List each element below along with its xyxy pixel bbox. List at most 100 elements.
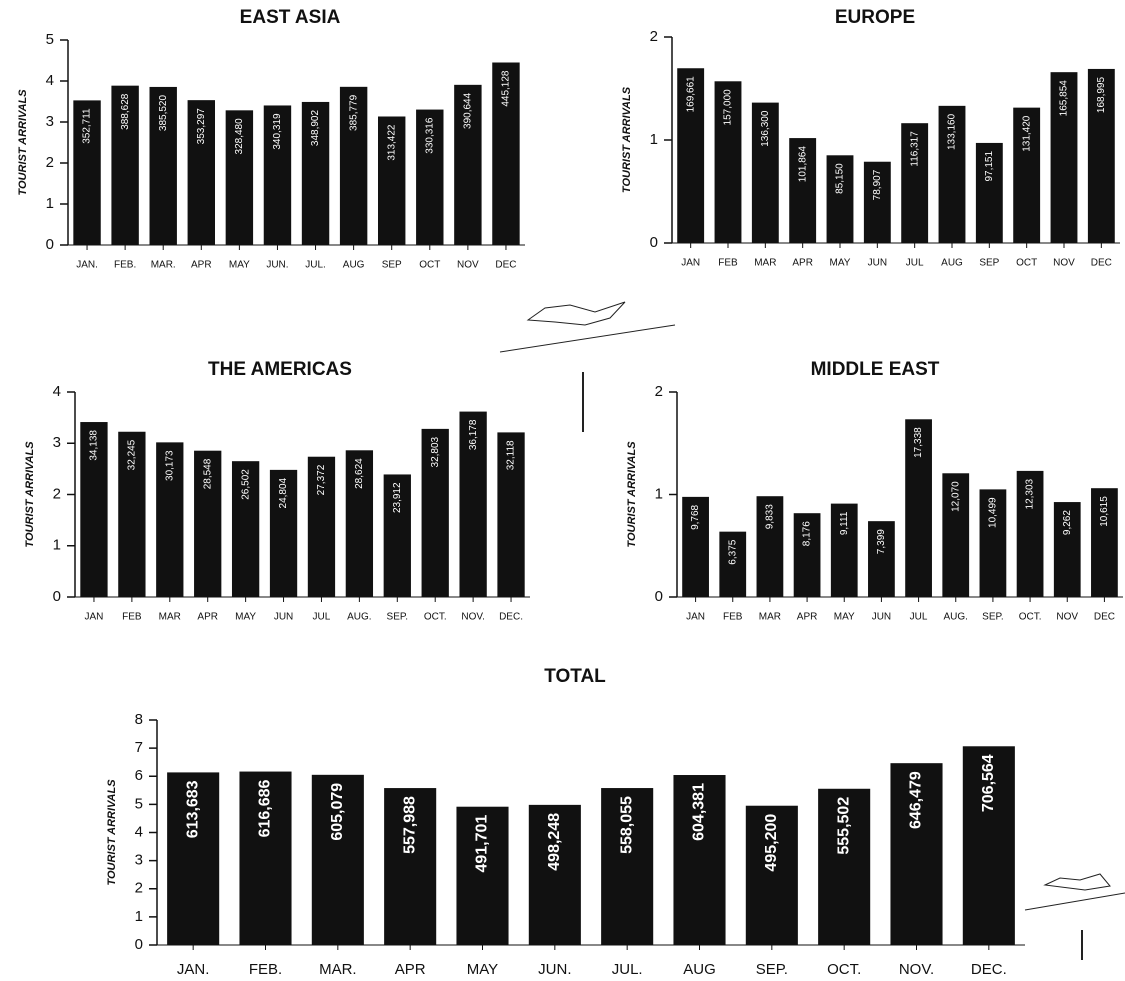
x-tick-label: SEP.: [756, 961, 788, 978]
bar: [301, 101, 330, 245]
bar: [714, 81, 742, 243]
x-tick-label: JUN: [868, 258, 887, 269]
chart-panel: TOTAL TOURIST ARRIVALS 0 1 2 3 4 5 6 7 8 613,683 JAN…: [106, 666, 1025, 978]
value-label: 85,150: [835, 163, 846, 194]
bar: [979, 489, 1007, 597]
y-tick-label: 4: [46, 72, 54, 89]
value-label: 385,779: [348, 94, 359, 131]
value-label: 557,988: [401, 796, 418, 854]
x-tick-label: OCT.: [424, 612, 447, 623]
y-tick-label: 0: [53, 588, 61, 605]
bar: [497, 432, 525, 597]
bar: [225, 110, 254, 245]
y-axis-label: TOURIST ARRIVALS: [621, 86, 633, 193]
value-label: 10,499: [988, 497, 999, 528]
bar: [756, 496, 784, 597]
y-axis-label: TOURIST ARRIVALS: [106, 779, 118, 886]
value-label: 12,070: [950, 481, 961, 512]
bar: [942, 473, 970, 597]
x-tick-label: JUN.: [266, 260, 288, 271]
x-tick-label: NOV.: [899, 961, 934, 978]
value-label: 313,422: [386, 124, 397, 161]
value-label: 97,151: [984, 151, 995, 182]
y-tick-label: 0: [46, 236, 54, 253]
chart-panel: EUROPE TOURIST ARRIVALS 0 1 2 169,661 JAN 157,0…: [621, 7, 1120, 269]
value-label: 445,128: [501, 70, 512, 107]
value-label: 136,300: [760, 110, 771, 147]
value-label: 34,138: [89, 430, 100, 461]
x-tick-label: MAR: [754, 258, 776, 269]
bar: [383, 474, 411, 597]
x-tick-label: FEB.: [114, 260, 136, 271]
x-tick-label: MAY: [229, 260, 250, 271]
y-tick-label: 7: [135, 739, 143, 756]
x-tick-label: JUL: [906, 258, 924, 269]
value-label: 9,111: [839, 511, 850, 535]
y-tick-label: 8: [135, 711, 143, 728]
x-tick-label: MAR: [159, 612, 181, 623]
value-label: 78,907: [872, 169, 883, 200]
bar: [528, 804, 581, 945]
x-tick-label: SEP: [382, 260, 402, 271]
compass-bottom: [1024, 873, 1125, 960]
value-label: 101,864: [797, 146, 808, 183]
bar: [118, 431, 146, 597]
bar: [901, 123, 929, 243]
x-tick-label: FEB.: [249, 961, 282, 978]
y-tick-label: 1: [655, 485, 663, 502]
chart-title: EAST ASIA: [240, 7, 341, 28]
y-tick-label: 1: [46, 195, 54, 212]
bar: [863, 161, 891, 243]
bar: [818, 788, 871, 945]
x-tick-label: AUG: [941, 258, 963, 269]
bar: [492, 62, 520, 245]
compass-top: [499, 301, 676, 432]
x-tick-label: FEB: [723, 612, 743, 623]
bar: [1013, 107, 1041, 244]
bar: [167, 772, 220, 945]
value-label: 352,711: [82, 108, 93, 144]
x-tick-label: JAN: [686, 612, 705, 623]
bar: [1091, 488, 1118, 597]
bar: [384, 788, 437, 945]
y-axis-label: TOURIST ARRIVALS: [17, 89, 29, 196]
y-tick-label: 2: [53, 485, 61, 502]
bar: [677, 68, 705, 243]
value-label: 32,803: [430, 436, 441, 467]
bar: [938, 105, 966, 243]
bar: [601, 788, 654, 945]
value-label: 9,833: [765, 504, 776, 529]
x-tick-label: FEB: [718, 258, 738, 269]
y-tick-label: 0: [655, 588, 663, 605]
chart-panel: THE AMERICAS TOURIST ARRIVALS 0 1 2 3 4 34,138 J…: [24, 359, 530, 623]
chart-panel: MIDDLE EAST TOURIST ARRIVALS 0 1 2 9,768 JAN 6,…: [626, 359, 1123, 623]
value-label: 32,118: [506, 440, 517, 470]
value-label: 613,683: [184, 780, 201, 838]
bar: [459, 411, 487, 597]
x-tick-label: JUL: [313, 612, 331, 623]
value-label: 36,178: [468, 419, 479, 450]
x-tick-label: SEP.: [982, 612, 1004, 623]
x-tick-label: SEP.: [387, 612, 409, 623]
y-tick-label: 2: [135, 880, 143, 897]
value-label: 348,902: [310, 110, 321, 147]
x-tick-label: MAY: [834, 612, 855, 623]
x-tick-label: NOV: [1056, 612, 1078, 623]
x-tick-label: OCT.: [827, 961, 861, 978]
x-tick-label: SEP: [979, 258, 999, 269]
bar: [111, 85, 139, 245]
bar: [1087, 68, 1115, 243]
x-tick-label: JUL.: [612, 961, 643, 978]
bar: [263, 105, 292, 245]
value-label: 8,176: [802, 521, 813, 546]
x-tick-label: DEC: [495, 260, 516, 271]
value-label: 32,245: [127, 439, 138, 470]
bar: [231, 461, 260, 597]
value-label: 24,804: [278, 477, 289, 508]
value-label: 330,316: [424, 117, 435, 154]
compass-line: [1024, 892, 1125, 911]
x-tick-label: JAN.: [177, 961, 210, 978]
value-label: 131,420: [1021, 115, 1032, 152]
y-tick-label: 6: [135, 767, 143, 784]
y-tick-label: 0: [650, 234, 658, 251]
